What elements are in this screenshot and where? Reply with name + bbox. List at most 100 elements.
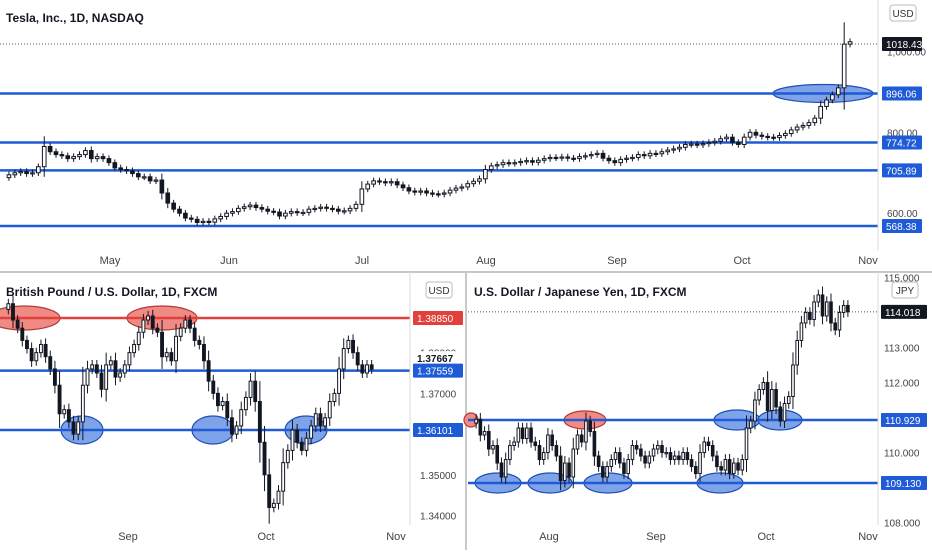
jpy-candle-66 <box>753 391 757 430</box>
tsla-candle-body-128 <box>759 134 765 137</box>
tsla-candle-body-85 <box>506 162 512 165</box>
tsla-candle-75 <box>447 186 453 197</box>
tsla-candle-34 <box>206 218 212 226</box>
tsla-level-label-3: 568.38 <box>886 222 917 233</box>
gbp-candle-33 <box>160 320 164 369</box>
gbp-level-label-0: 1.38850 <box>417 314 454 325</box>
gbp-candle-23 <box>113 352 118 386</box>
gbpusd-currency-badge[interactable] <box>425 281 453 299</box>
tsla-candle-body-30 <box>183 212 188 219</box>
gbp-candle-body-38 <box>183 319 188 329</box>
jpy-candle-37 <box>630 439 635 466</box>
tsla-candle-98 <box>583 152 588 160</box>
tesla-currency-badge[interactable] <box>889 4 917 22</box>
tsla-candle-115 <box>683 141 688 151</box>
tsla-candle-108 <box>641 151 647 160</box>
tsla-candle-58 <box>347 205 353 215</box>
tsla-candle-33 <box>200 218 206 226</box>
usdjpy-currency-badge[interactable] <box>891 281 919 299</box>
tsla-candle-body-55 <box>330 207 335 211</box>
jpy-candle-21 <box>563 456 567 488</box>
gbp-candle-body-71 <box>337 368 342 394</box>
tsla-candle-body-37 <box>224 212 229 217</box>
tsla-candle-35 <box>212 215 218 226</box>
gbp-candle-body-36 <box>174 335 178 362</box>
gbp-candle-body-64 <box>304 437 309 451</box>
jpy-candle-40 <box>643 450 647 469</box>
jpy-candle-body-62 <box>736 462 740 471</box>
jpy-candle-36 <box>626 453 631 480</box>
jpy-candle-11 <box>520 422 525 444</box>
jpy-candle-3 <box>486 424 491 457</box>
tsla-candle-133 <box>788 126 794 137</box>
jpy-candle-83 <box>824 296 829 322</box>
tsla-candle-body-89 <box>530 160 535 163</box>
tsla-candle-36 <box>218 213 224 223</box>
tsla-candle-body-47 <box>283 212 288 217</box>
jpy-candle-18 <box>550 429 554 451</box>
jpy-candle-10 <box>516 422 521 448</box>
jpy-candle-23 <box>571 437 576 489</box>
gbp-candle-42 <box>202 336 206 369</box>
tsla-candle-131 <box>777 132 782 141</box>
tsla-candle-96 <box>571 154 576 162</box>
gbp-candle-body-7 <box>38 343 43 354</box>
gbp-xtick-label-1: Oct <box>257 531 274 543</box>
gbp-candle-body-47 <box>225 401 230 419</box>
gbp-candle-1 <box>11 295 15 329</box>
tsla-candle-body-1 <box>12 172 18 176</box>
tsla-candle-118 <box>700 140 706 149</box>
tsla-candle-body-77 <box>459 186 465 189</box>
jpy-candle-body-6 <box>499 462 504 478</box>
jpy-candle-38 <box>634 440 639 455</box>
tsla-candle-body-135 <box>800 124 806 128</box>
tsla-candle-body-121 <box>718 138 723 142</box>
jpy-candle-39 <box>639 443 643 462</box>
gbp-candle-54 <box>257 381 262 463</box>
jpy-candle-body-29 <box>596 455 601 468</box>
gbp-candle-body-20 <box>99 372 104 390</box>
tsla-candle-81 <box>483 164 488 184</box>
tsla-candle-body-90 <box>535 159 541 163</box>
jpy-candle-84 <box>829 293 833 332</box>
tsla-candle-79 <box>471 178 476 187</box>
jpy-candle-80 <box>812 294 816 327</box>
tsla-candle-95 <box>565 153 571 162</box>
gbp-candle-body-14 <box>71 421 76 435</box>
tsla-candle-61 <box>365 180 371 193</box>
tsla-candle-17 <box>106 155 112 166</box>
tsla-candle-body-86 <box>512 162 518 165</box>
tsla-candle-94 <box>559 153 565 162</box>
gbp-candle-body-16 <box>80 384 85 423</box>
jpy-candle-body-30 <box>601 466 605 478</box>
jpy-candle-56 <box>710 440 715 462</box>
tsla-candle-32 <box>194 216 200 226</box>
tsla-candle-40 <box>241 203 247 212</box>
tsla-candle-body-61 <box>365 183 371 190</box>
tsla-candle-body-17 <box>106 158 112 164</box>
tsla-ytick-label-2: 600.00 <box>887 209 918 220</box>
jpy-candle-68 <box>761 377 766 395</box>
tsla-candle-128 <box>759 131 765 140</box>
jpy-ytick-label-0: 115.000 <box>884 273 920 284</box>
gbp-candle-body-44 <box>211 380 216 394</box>
tsla-candle-74 <box>441 189 447 198</box>
jpy-level-label-1: 109.130 <box>885 479 922 490</box>
jpy-candle-body-68 <box>761 381 766 390</box>
tsla-candle-body-131 <box>777 135 782 139</box>
gbp-candle-18 <box>90 359 95 374</box>
tsla-candle-body-119 <box>706 141 712 145</box>
tsla-candle-body-107 <box>635 154 641 158</box>
tsla-candle-49 <box>294 208 300 217</box>
gbp-candle-64 <box>304 432 309 457</box>
gbp-candle-4 <box>25 335 29 354</box>
jpy-candle-41 <box>647 450 652 469</box>
gbp-candle-body-70 <box>332 392 337 403</box>
jpy-candle-body-63 <box>740 459 745 471</box>
jpy-candle-body-19 <box>554 445 559 457</box>
gbp-candle-body-66 <box>313 413 318 427</box>
jpy-candle-body-37 <box>630 445 635 461</box>
tsla-candle-124 <box>735 139 741 148</box>
tsla-candle-body-137 <box>812 117 818 124</box>
